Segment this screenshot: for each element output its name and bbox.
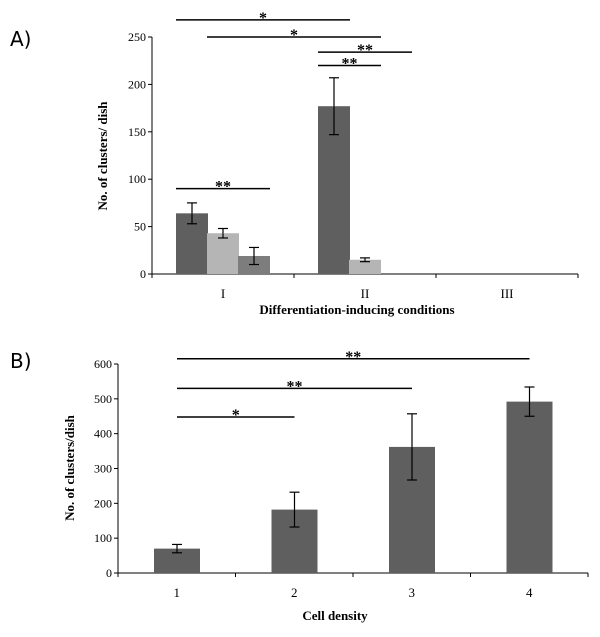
panel-a-label: A): [10, 27, 31, 51]
panel-b-bar: [506, 401, 553, 573]
panel-b-significance-label: *: [232, 407, 240, 424]
panel-b-x-tick-label: 1: [174, 585, 181, 600]
panel-b-xlabel: Cell density: [302, 608, 368, 623]
panel-b-x-tick-label: 3: [409, 585, 416, 600]
panel-a-significance-label: **: [342, 55, 358, 72]
panel-a-bar: [207, 233, 239, 274]
panel-b-x-tick-label: 2: [291, 585, 298, 600]
panel-a-y-tick-label: 100: [128, 172, 146, 186]
panel-a-significance-label: **: [215, 179, 231, 196]
panel-a-xlabel: Differentiation-inducing conditions: [259, 302, 454, 317]
panel-a-y-tick-label: 200: [128, 77, 146, 91]
panel-b-y-tick-label: 400: [94, 427, 112, 441]
panel-b-significance-label: **: [345, 349, 361, 366]
panel-b-y-tick-label: 300: [94, 462, 112, 476]
panel-a-x-tick-label: I: [221, 286, 225, 301]
panel-b-y-tick-label: 500: [94, 392, 112, 406]
panel-b-x-tick-label: 4: [526, 585, 533, 600]
panel-a-significance-label: *: [290, 27, 298, 44]
panel-b-ylabel: No. of clusters/dish: [62, 414, 77, 521]
panel-b-y-tick-label: 0: [106, 566, 112, 580]
panel-a-ylabel: No. of clusters/ dish: [95, 101, 110, 211]
panel-a-y-tick-label: 250: [128, 30, 146, 44]
panel-b-significance-label: **: [287, 378, 303, 395]
panel-a-x-tick-label: II: [361, 286, 370, 301]
panel-a-y-tick-label: 150: [128, 125, 146, 139]
panel-b-label: B): [10, 349, 32, 373]
panel-b-y-tick-label: 600: [94, 357, 112, 371]
panel-b-y-tick-label: 100: [94, 531, 112, 545]
panel-a-significance-label: *: [259, 10, 267, 27]
panel-a-significance-label: **: [357, 42, 373, 59]
panel-a-bar: [349, 259, 381, 274]
panel-a-y-tick-label: 0: [140, 267, 146, 281]
panel-a-y-tick-label: 50: [134, 220, 146, 234]
panel-a-x-tick-label: III: [501, 286, 514, 301]
panel-b-y-tick-label: 200: [94, 496, 112, 510]
